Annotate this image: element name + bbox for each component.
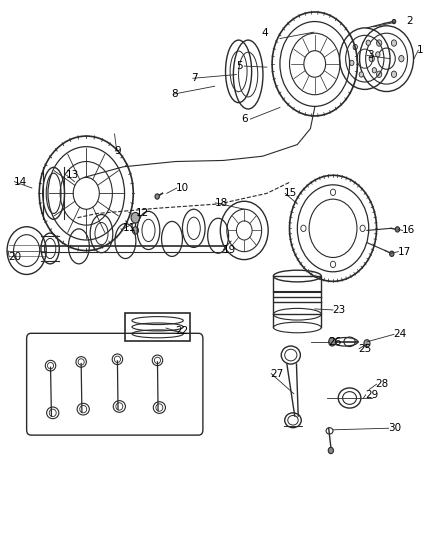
Circle shape [359, 72, 364, 77]
Text: 9: 9 [115, 146, 121, 156]
Circle shape [376, 52, 380, 57]
Circle shape [328, 337, 336, 346]
Text: 14: 14 [14, 176, 27, 187]
Text: 13: 13 [66, 171, 79, 180]
Text: 11: 11 [123, 223, 137, 233]
Text: 18: 18 [215, 198, 228, 208]
Circle shape [391, 40, 396, 46]
Circle shape [132, 227, 138, 234]
Circle shape [328, 447, 333, 454]
Text: 16: 16 [402, 225, 415, 236]
Text: 30: 30 [388, 423, 401, 433]
Text: 3: 3 [367, 51, 374, 60]
Circle shape [391, 71, 396, 77]
Bar [273, 276, 321, 314]
Text: 20: 20 [8, 252, 21, 262]
Circle shape [395, 227, 399, 232]
Text: 4: 4 [261, 28, 268, 38]
Text: 22: 22 [176, 326, 189, 336]
Circle shape [377, 40, 382, 46]
Text: 15: 15 [284, 188, 297, 198]
Text: 28: 28 [376, 379, 389, 389]
Circle shape [392, 19, 396, 23]
Circle shape [131, 213, 140, 223]
Text: 19: 19 [223, 245, 236, 255]
Text: 5: 5 [237, 61, 243, 71]
Circle shape [350, 60, 354, 66]
Text: 17: 17 [397, 247, 411, 257]
Circle shape [353, 44, 357, 50]
Text: 7: 7 [191, 73, 198, 83]
Circle shape [369, 55, 374, 62]
Circle shape [372, 68, 377, 73]
Text: 12: 12 [136, 208, 149, 219]
Text: 26: 26 [328, 337, 341, 347]
Text: 24: 24 [393, 329, 406, 340]
Text: 2: 2 [406, 16, 413, 26]
Circle shape [155, 194, 159, 199]
Text: 23: 23 [332, 305, 346, 315]
Circle shape [390, 251, 394, 256]
Circle shape [399, 55, 404, 62]
Circle shape [366, 40, 371, 45]
Text: 8: 8 [171, 89, 178, 99]
Circle shape [377, 71, 382, 77]
Text: 25: 25 [358, 344, 371, 354]
Text: 29: 29 [365, 390, 378, 400]
Text: 27: 27 [270, 369, 284, 378]
Circle shape [364, 340, 370, 347]
Bar [125, 313, 190, 341]
Text: 10: 10 [176, 183, 189, 193]
Text: 1: 1 [417, 45, 424, 55]
Text: 6: 6 [241, 114, 247, 124]
